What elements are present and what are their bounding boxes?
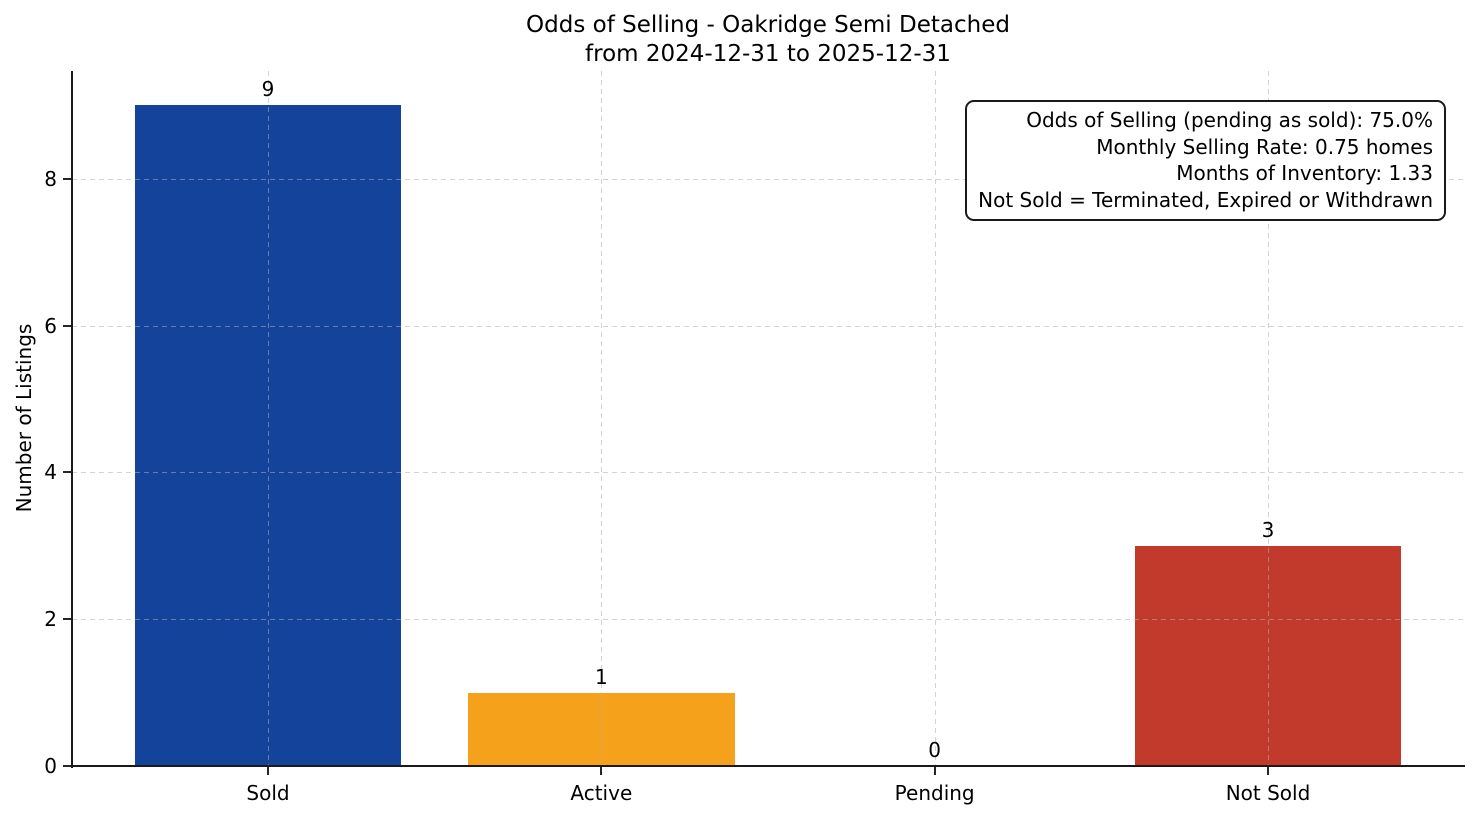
x-tick-label-sold: Sold	[246, 781, 290, 805]
gridline-v-sold	[268, 71, 269, 766]
bar-not-sold	[1134, 545, 1402, 766]
y-tick-mark-0	[63, 765, 71, 767]
x-axis-spine	[71, 765, 1465, 767]
gridline-h-2	[72, 619, 1464, 621]
bar-value-label-not-sold: 3	[1261, 517, 1275, 542]
y-tick-mark-8	[63, 177, 71, 180]
annotation-line-rate: Monthly Selling Rate: 0.75 homes	[1096, 134, 1433, 159]
y-tick-mark-6	[63, 324, 71, 327]
x-tick-mark-pending	[933, 767, 936, 775]
x-tick-label-pending: Pending	[894, 781, 975, 805]
x-tick-label-active: Active	[570, 781, 633, 805]
annotation-line-inventory: Months of Inventory: 1.33	[1176, 161, 1433, 185]
y-tick-label-4: 4	[44, 460, 57, 485]
bar-value-label-sold: 9	[261, 77, 275, 102]
chart-title-line1: Odds of Selling - Oakridge Semi Detached	[526, 12, 1010, 38]
x-tick-label-not-sold: Not Sold	[1225, 781, 1311, 805]
bar-value-label-pending: 0	[928, 738, 942, 762]
bar-value-label-active: 1	[594, 664, 608, 689]
y-tick-label-0: 0	[44, 754, 57, 778]
gridline-v-pending	[934, 71, 936, 766]
x-tick-mark-not-sold	[1267, 767, 1269, 775]
x-tick-mark-active	[600, 767, 603, 775]
annotation-line-odds: Odds of Selling (pending as sold): 75.0%	[1026, 108, 1433, 132]
y-tick-label-2: 2	[44, 607, 57, 632]
y-tick-mark-4	[63, 471, 71, 474]
y-tick-label-6: 6	[44, 313, 57, 338]
chart-title: Odds of Selling - Oakridge Semi Detached…	[72, 11, 1464, 69]
plot-area: 9 Sold 1 Active 0 Pending 3 Not Sold 0 2 4 6 8	[44, 71, 1465, 805]
gridline-v-active	[601, 71, 603, 766]
stats-annotation-box: Odds of Selling (pending as sold): 75.0%…	[965, 100, 1446, 221]
y-axis-spine	[71, 71, 73, 768]
gridline-h-4	[72, 472, 1464, 474]
y-tick-mark-2	[63, 618, 71, 621]
y-tick-label-8: 8	[44, 166, 57, 191]
x-tick-mark-sold	[267, 767, 269, 775]
gridline-v-not-sold	[1268, 71, 1269, 766]
gridline-h-6	[72, 325, 1464, 327]
bar-sold	[134, 105, 402, 766]
annotation-line-notsold: Not Sold = Terminated, Expired or Withdr…	[978, 187, 1433, 212]
gridline-h-8	[72, 178, 1464, 180]
chart-title-line2: from 2024-12-31 to 2025-12-31	[585, 41, 951, 67]
